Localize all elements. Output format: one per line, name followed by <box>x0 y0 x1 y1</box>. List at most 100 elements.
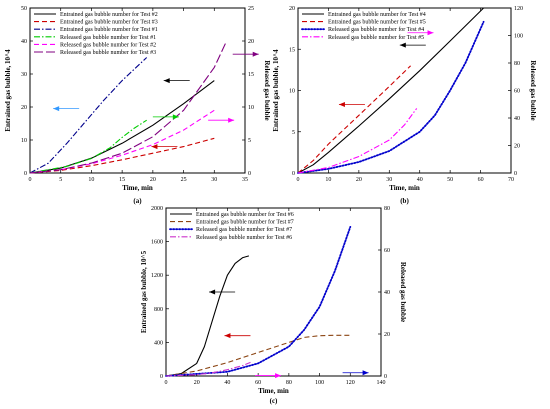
y-tick-label: 5 <box>292 130 295 136</box>
x-tick-label: 15 <box>119 177 125 183</box>
y-tick-label: 0 <box>292 171 295 177</box>
panel-label: (c) <box>270 397 278 405</box>
annotation-arrow-head <box>275 373 282 379</box>
y2-tick-label: 80 <box>384 206 390 212</box>
y2-tick-label: 40 <box>514 116 520 122</box>
series-line-4 <box>165 361 251 377</box>
series-line-1 <box>297 7 484 174</box>
annotation-arrow-head <box>172 114 179 120</box>
x-axis-label: Time, min <box>389 184 420 192</box>
series-line-5 <box>29 109 215 174</box>
y2-tick-label: 0 <box>384 374 387 380</box>
annotation-arrow-head <box>224 333 231 339</box>
legend-entry: Released gas bubble number for Test #4 <box>328 26 424 33</box>
series-line-6 <box>29 40 228 174</box>
y2-tick-label: 25 <box>248 6 254 12</box>
y2-tick-label: 60 <box>514 89 520 95</box>
y2-axis-label: Released gas bubble <box>263 60 271 120</box>
y2-tick-label: 80 <box>514 61 520 67</box>
legend-entry: Released gas bubble number for Test #3 <box>60 49 156 56</box>
legend-entry: Released gas bubble number for Test #1 <box>60 34 156 41</box>
x-tick-label: 0 <box>29 177 32 183</box>
y-tick-label: 20 <box>21 105 27 111</box>
x-tick-label: 60 <box>478 177 484 183</box>
y-axis-label: Entrained gas bubble, 10^5 <box>140 250 148 333</box>
x-tick-label: 20 <box>194 380 200 386</box>
y2-tick-label: 20 <box>384 332 390 338</box>
y-tick-label: 40 <box>21 39 27 45</box>
x-tick-label: 30 <box>211 177 217 183</box>
y2-tick-label: 120 <box>514 6 523 12</box>
panel-b: 0 10 20 30 40 50 60 7005101520020406080100120Ti… <box>272 6 537 205</box>
x-tick-label: 40 <box>417 177 423 183</box>
y-tick-label: 2000 <box>151 206 163 212</box>
legend-entry: Released gas bubble number for Test #6 <box>196 234 292 241</box>
y-tick-label: 10 <box>289 89 295 95</box>
y2-tick-label: 0 <box>248 171 251 177</box>
panel-a: 0 5 10 15 20 25 30 35010203040500510152025Time,… <box>4 6 271 205</box>
series-line-3 <box>297 20 485 174</box>
annotation-arrow-head <box>362 370 369 376</box>
y2-axis-label: Released gas bubble <box>399 262 407 322</box>
x-tick-label: 0 <box>165 380 168 386</box>
y2-axis-label: Released gas bubble <box>529 60 537 120</box>
annotation-arrow-head <box>53 106 60 112</box>
series-line-3 <box>165 225 352 377</box>
y-axis-label: Entrained gas bubble, 10^4 <box>272 49 280 132</box>
y-tick-label: 1600 <box>151 240 163 246</box>
x-tick-label: 0 <box>297 177 300 183</box>
series-line-4 <box>297 108 418 174</box>
y-axis-label: Entrained gas bubble, 10^4 <box>4 49 12 132</box>
y-tick-label: 30 <box>21 72 27 78</box>
panel-label: (a) <box>133 197 142 205</box>
panel-label: (b) <box>400 197 409 205</box>
legend-entry: Released gas bubble number for Test #7 <box>196 226 292 233</box>
annotation-arrow-head <box>338 102 345 108</box>
x-tick-label: 35 <box>242 177 248 183</box>
series-line-4 <box>29 119 147 174</box>
y2-tick-label: 5 <box>248 138 251 144</box>
annotation-arrow-head <box>427 30 434 36</box>
x-tick-label: 20 <box>356 177 362 183</box>
x-axis-label: Time, min <box>258 387 289 395</box>
annotation-arrow-head <box>209 289 216 295</box>
x-tick-label: 30 <box>386 177 392 183</box>
x-tick-label: 80 <box>286 380 292 386</box>
legend-entry: Entrained gas bubble number for Test #4 <box>328 11 426 18</box>
y-tick-label: 50 <box>21 6 27 12</box>
x-tick-label: 120 <box>346 380 355 386</box>
y-tick-label: 400 <box>154 340 163 346</box>
annotation-arrow-head <box>228 117 235 123</box>
y-tick-label: 10 <box>21 138 27 144</box>
annotation-arrow-head <box>151 144 158 150</box>
y-tick-label: 15 <box>289 47 295 53</box>
x-tick-label: 60 <box>255 380 261 386</box>
y2-tick-label: 20 <box>248 39 254 45</box>
y-tick-label: 1200 <box>151 273 163 279</box>
x-tick-label: 20 <box>150 177 156 183</box>
series-line-2 <box>165 334 351 377</box>
annotation-arrow-head <box>252 51 259 57</box>
y2-tick-label: 40 <box>384 290 390 296</box>
x-tick-label: 10 <box>325 177 331 183</box>
panel-c: 0 20 40 60 80 100 120 1400400800120016002000020… <box>140 206 407 405</box>
annotation-arrow-head <box>399 42 406 48</box>
legend-entry: Entrained gas bubble number for Test #3 <box>60 19 158 26</box>
x-tick-label: 10 <box>88 177 94 183</box>
legend-entry: Entrained gas bubble number for Test #6 <box>196 211 294 218</box>
plot-frame <box>29 7 246 174</box>
legend-entry: Entrained gas bubble number for Test #7 <box>196 219 294 226</box>
legend-entry: Entrained gas bubble number for Test #1 <box>60 26 158 33</box>
x-tick-label: 70 <box>508 177 514 183</box>
x-tick-label: 40 <box>224 380 230 386</box>
legend-entry: Entrained gas bubble number for Test #2 <box>60 11 158 18</box>
annotation-arrow-head <box>163 78 170 84</box>
y2-tick-label: 20 <box>514 144 520 150</box>
x-axis-label: Time, min <box>122 184 153 192</box>
y2-tick-label: 60 <box>384 248 390 254</box>
series-line-1 <box>29 80 215 174</box>
series-line-2 <box>29 137 215 174</box>
y-tick-label: 0 <box>160 374 163 380</box>
series-line-1 <box>165 255 250 377</box>
